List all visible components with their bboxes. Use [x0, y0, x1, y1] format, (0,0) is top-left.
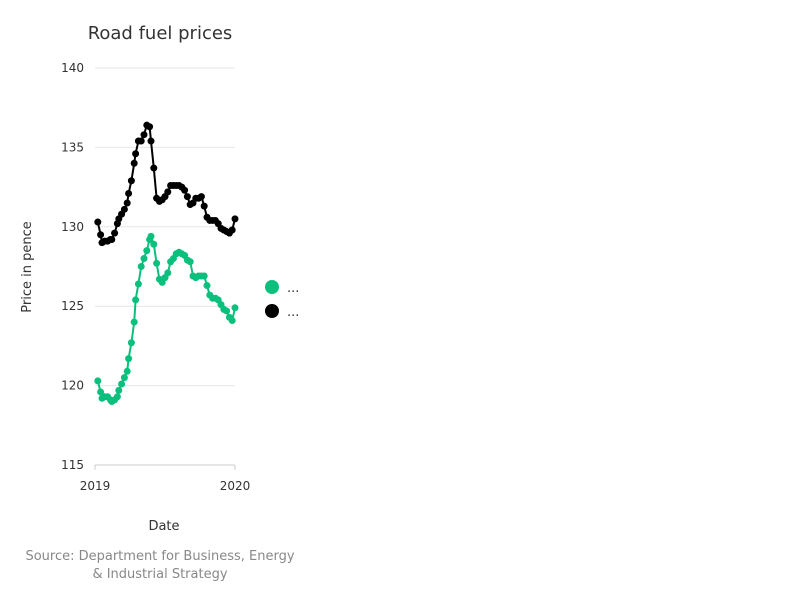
data-point-s1-18[interactable]: [134, 280, 142, 288]
y-tick-label-130: 130: [61, 220, 84, 234]
data-point-s1-9[interactable]: [113, 393, 121, 401]
data-point-s2-14[interactable]: [125, 189, 133, 197]
series-lines: [96, 124, 236, 403]
data-point-s1-53[interactable]: [231, 304, 239, 312]
legend-item-1[interactable]: ...: [265, 280, 299, 296]
source-line-1: Source: Department for Business, Energy: [25, 549, 294, 564]
data-point-s2-12[interactable]: [120, 205, 128, 213]
data-point-s2-8[interactable]: [111, 229, 119, 237]
data-point-s1-20[interactable]: [140, 255, 148, 263]
data-point-s1-43[interactable]: [203, 282, 211, 290]
data-point-s2-20[interactable]: [140, 131, 148, 139]
data-point-s1-2[interactable]: [97, 388, 105, 396]
x-tick-label-2020: 2020: [220, 479, 251, 493]
series-points: [94, 121, 239, 405]
data-point-s2-42[interactable]: [200, 202, 208, 210]
data-point-s2-15[interactable]: [127, 177, 135, 185]
y-tick-label-140: 140: [61, 61, 84, 75]
x-axis-ticks: 2019 2020: [80, 464, 251, 493]
data-point-s2-2[interactable]: [97, 231, 105, 239]
x-axis-label: Date: [148, 519, 179, 534]
data-point-s1-42[interactable]: [200, 272, 208, 280]
y-axis-label: Price in pence: [20, 221, 35, 312]
x-tick-label-2019: 2019: [80, 479, 111, 493]
legend-swatch-2: [265, 304, 279, 318]
data-point-s2-13[interactable]: [123, 199, 131, 207]
y-tick-label-125: 125: [61, 299, 84, 313]
data-point-s1-25[interactable]: [153, 259, 161, 267]
data-point-s2-41[interactable]: [197, 193, 205, 201]
data-point-s2-53[interactable]: [231, 215, 239, 223]
legend-label-1: ...: [287, 281, 299, 296]
chart-title: Road fuel prices: [88, 23, 233, 44]
data-point-s1-16[interactable]: [130, 318, 138, 326]
legend-swatch-1: [265, 280, 279, 294]
data-point-s2-29[interactable]: [164, 188, 172, 196]
data-point-s2-24[interactable]: [150, 164, 158, 172]
data-point-s1-24[interactable]: [150, 240, 158, 248]
data-point-s1-1[interactable]: [94, 377, 102, 385]
y-axis-ticks: 115 120 125 130 135 140: [61, 61, 84, 472]
data-point-s2-17[interactable]: [132, 150, 140, 158]
source-line-2: & Industrial Strategy: [92, 567, 227, 582]
data-point-s1-37[interactable]: [186, 258, 194, 266]
data-point-s1-50[interactable]: [223, 307, 231, 315]
data-point-s1-52[interactable]: [228, 316, 236, 324]
y-tick-label-115: 115: [61, 458, 84, 472]
legend-item-2[interactable]: ...: [265, 304, 299, 320]
data-point-s1-21[interactable]: [143, 247, 151, 255]
data-point-s2-22[interactable]: [146, 123, 154, 131]
y-tick-label-120: 120: [61, 379, 84, 393]
y-tick-label-135: 135: [61, 140, 84, 154]
data-point-s1-23[interactable]: [147, 232, 155, 240]
data-point-s2-19[interactable]: [137, 137, 145, 145]
data-point-s1-29[interactable]: [164, 269, 172, 277]
data-point-s1-19[interactable]: [137, 263, 145, 270]
data-point-s2-52[interactable]: [228, 226, 236, 234]
data-point-s1-11[interactable]: [118, 380, 126, 388]
data-point-s1-13[interactable]: [123, 367, 131, 375]
grid-lines: [95, 67, 235, 466]
legend: ... ...: [265, 280, 299, 320]
data-point-s1-17[interactable]: [132, 296, 140, 304]
data-point-s1-12[interactable]: [120, 374, 128, 382]
data-point-s1-15[interactable]: [127, 339, 135, 347]
data-point-s2-1[interactable]: [94, 218, 102, 226]
series-line-1: [96, 235, 236, 403]
data-point-s2-36[interactable]: [183, 193, 191, 201]
data-point-s2-23[interactable]: [147, 137, 155, 145]
data-point-s2-16[interactable]: [130, 159, 138, 167]
data-point-s2-35[interactable]: [181, 186, 189, 194]
data-point-s1-10[interactable]: [115, 386, 123, 394]
data-point-s2-7[interactable]: [108, 236, 116, 243]
legend-label-2: ...: [287, 305, 299, 320]
data-point-s1-14[interactable]: [125, 355, 133, 363]
